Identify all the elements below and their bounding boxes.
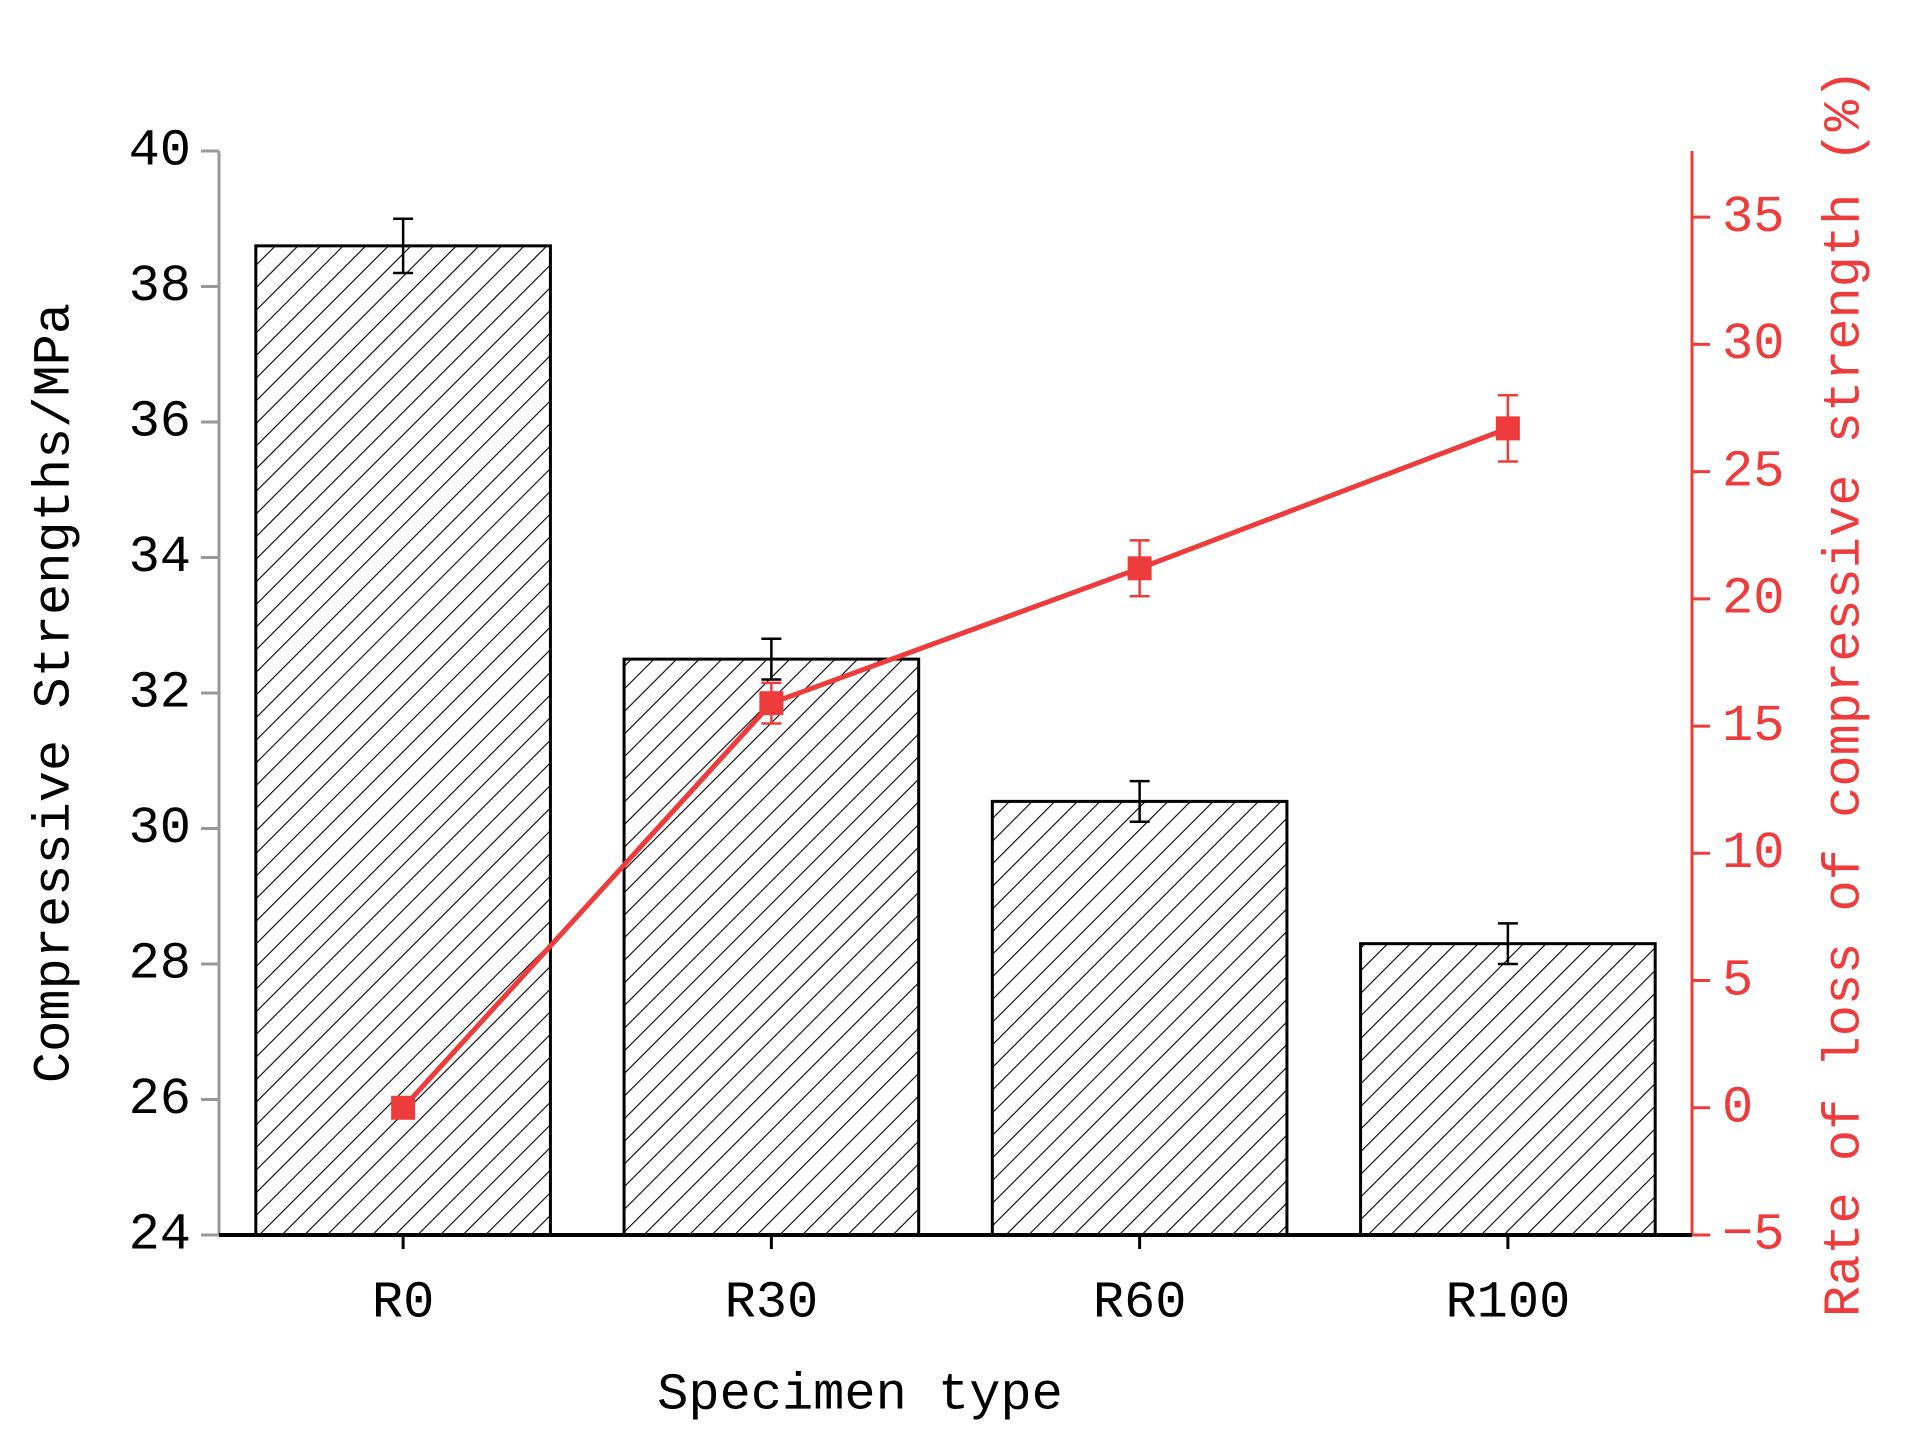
y2-tick-label: 25 — [1722, 442, 1784, 501]
bar — [622, 657, 921, 1237]
y2-axis-label: Rate of loss of compressive strength (%) — [1816, 69, 1875, 1317]
y2-tick-label: −5 — [1722, 1206, 1784, 1265]
marker — [1495, 416, 1520, 441]
marker — [759, 691, 784, 716]
error-bar — [393, 217, 414, 275]
x-tick-label: R0 — [372, 1274, 434, 1333]
error-bar — [1129, 779, 1150, 823]
error-bar — [761, 637, 782, 681]
y2-tick-label: 10 — [1722, 824, 1784, 883]
y-tick-label: 26 — [129, 1070, 191, 1129]
y-tick-label: 40 — [129, 122, 191, 181]
y2-tick-label: 5 — [1722, 951, 1753, 1010]
x-axis-label: Specimen type — [657, 1366, 1063, 1425]
marker — [391, 1095, 416, 1120]
y-tick-label: 38 — [129, 257, 191, 316]
y-tick-label: 36 — [129, 393, 191, 452]
x-tick-label: R100 — [1445, 1274, 1570, 1333]
bar — [254, 244, 552, 1237]
y-tick-label: 28 — [129, 935, 191, 994]
line — [401, 426, 1509, 1110]
y2-tick-label: 20 — [1722, 570, 1784, 629]
x-tick-label: R30 — [725, 1274, 819, 1333]
y2-tick-label: 0 — [1722, 1079, 1753, 1138]
y-tick-label: 24 — [129, 1206, 191, 1265]
y2-tick-label: 35 — [1722, 188, 1784, 247]
y-tick-label: 32 — [129, 664, 191, 723]
error-bar — [1497, 922, 1518, 966]
y2-tick-label: 30 — [1722, 315, 1784, 374]
y2-tick-label: 15 — [1722, 697, 1784, 756]
bar — [1359, 942, 1657, 1237]
marker — [1127, 556, 1152, 581]
y-tick-label: 34 — [129, 528, 191, 587]
y-tick-label: 30 — [129, 799, 191, 858]
x-tick-label: R60 — [1093, 1274, 1187, 1333]
bar — [990, 799, 1289, 1237]
y-axis-label: Compressive Strengths/MPa — [26, 303, 85, 1083]
